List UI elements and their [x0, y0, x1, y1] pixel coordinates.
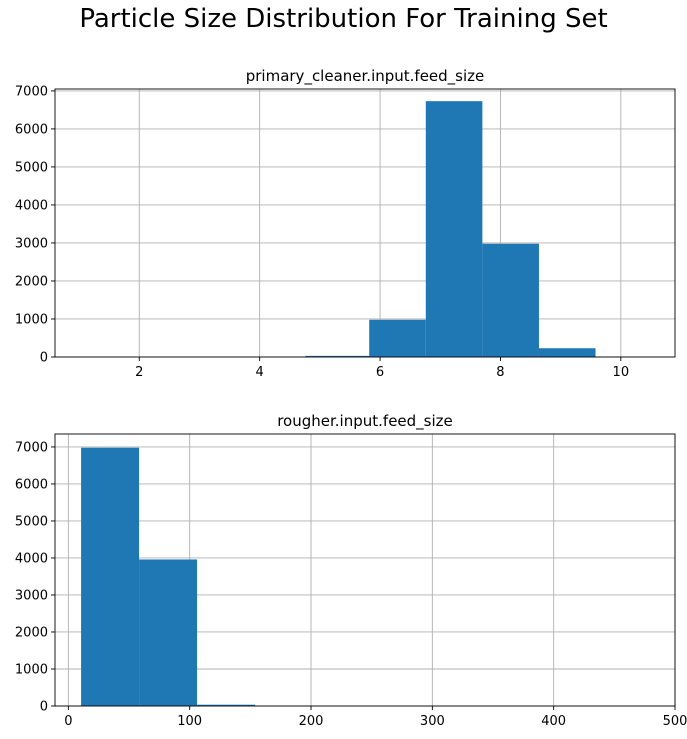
y-tick-label: 1000 [15, 312, 48, 327]
histogram-bar [369, 319, 426, 357]
x-tick-label: 0 [64, 714, 72, 729]
x-tick-label: 2 [135, 365, 143, 380]
y-tick-label: 0 [40, 700, 48, 715]
y-tick-label: 7000 [15, 440, 48, 455]
x-tick-label: 10 [613, 365, 630, 380]
y-tick-label: 2000 [15, 274, 48, 289]
x-tick-label: 4 [256, 365, 264, 380]
y-tick-label: 4000 [15, 198, 48, 213]
x-tick-label: 500 [663, 714, 687, 729]
axes-frame [54, 433, 676, 707]
y-tick-label: 2000 [15, 625, 48, 640]
histogram-bar [139, 559, 198, 706]
axes-frame [54, 88, 676, 358]
x-tick-label: 8 [496, 365, 504, 380]
y-tick-label: 0 [40, 351, 48, 366]
histogram-bar [305, 355, 370, 357]
y-tick-label: 6000 [15, 122, 48, 137]
histogram-bar [197, 704, 256, 706]
histogram-bar [482, 243, 539, 357]
y-tick-label: 5000 [15, 160, 48, 175]
y-tick-label: 7000 [15, 84, 48, 99]
histogram-bar [425, 101, 483, 357]
y-tick-label: 3000 [15, 588, 48, 603]
axes-title: rougher.input.feed_size [277, 412, 453, 431]
axes-1: primary_cleaner.input.feed_size 2 4 6 8 10 0 10… [15, 67, 676, 380]
x-tick-label: 100 [177, 714, 202, 729]
y-tick-label: 3000 [15, 236, 48, 251]
x-tick-label: 200 [299, 714, 324, 729]
plot-area [55, 89, 675, 357]
y-tick-label: 4000 [15, 551, 48, 566]
x-tick-label: 6 [376, 365, 384, 380]
bars [79, 101, 651, 357]
histogram-bar [538, 348, 596, 357]
x-tick-label: 400 [541, 714, 566, 729]
histogram-bar [81, 447, 140, 706]
figure-title: Particle Size Distribution For Training … [79, 4, 608, 34]
y-tick-label: 1000 [15, 662, 48, 677]
x-tick-label: 300 [420, 714, 445, 729]
y-tick-label: 6000 [15, 477, 48, 492]
y-tick-label: 5000 [15, 514, 48, 529]
axes-title: primary_cleaner.input.feed_size [246, 67, 485, 86]
bars [81, 447, 662, 706]
